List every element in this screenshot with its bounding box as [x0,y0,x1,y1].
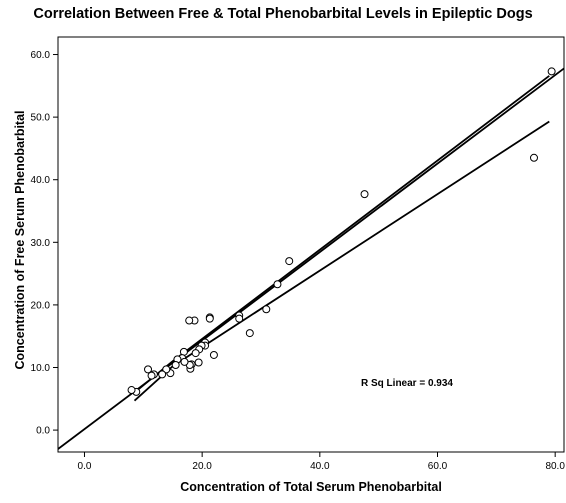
data-point-16 [194,358,203,367]
x-axis-label: Concentration of Total Serum Phenobarbit… [180,480,442,494]
data-point-11 [209,350,218,359]
x-tick-label-3: 60.0 [428,461,448,472]
confidence-lower-line [133,120,550,402]
y-tick-label-5: 50.0 [31,113,51,124]
y-tick-label-1: 10.0 [31,363,51,374]
chart-title: Correlation Between Free & Total Phenoba… [33,6,533,22]
x-tick-label-0: 0.0 [78,461,92,472]
data-point-5 [262,305,271,314]
x-tick-label-4: 80.0 [545,461,565,472]
data-point-3 [285,257,294,266]
data-point-18 [185,316,194,325]
data-point-32 [147,371,156,380]
y-axis-label: Concentration of Free Serum Phenobarbita… [13,110,27,370]
data-point-2 [360,190,369,199]
plot-area [58,67,564,450]
data-point-0 [547,67,556,76]
data-point-29 [162,365,171,374]
data-point-35 [127,386,136,395]
data-point-26 [180,357,189,366]
x-tick-label-2: 40.0 [310,461,330,472]
r-squared-annotation: R Sq Linear = 0.934 [361,378,453,389]
data-point-6 [245,329,254,338]
x-tick-label-1: 20.0 [192,461,212,472]
y-tick-label-4: 40.0 [31,175,51,186]
plot-frame [57,36,565,453]
confidence-upper-line [133,75,550,394]
data-point-19 [191,349,200,358]
data-point-4 [273,280,282,289]
data-point-33 [144,365,153,374]
data-point-10 [205,314,214,323]
y-tick-label-3: 30.0 [31,238,51,249]
data-point-27 [171,360,180,369]
y-tick-label-0: 0.0 [36,426,50,437]
data-point-8 [235,314,244,323]
data-point-30 [158,370,167,379]
y-tick-label-2: 20.0 [31,300,51,311]
y-tick-label-6: 60.0 [31,50,51,61]
data-point-1 [529,153,538,162]
